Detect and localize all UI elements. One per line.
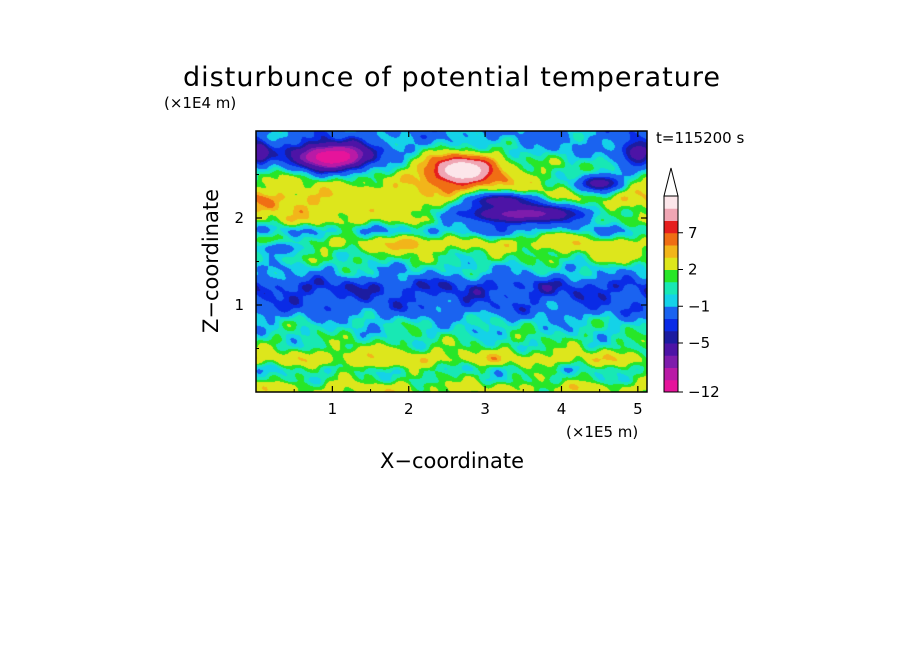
time-label: t=115200 s: [656, 129, 744, 147]
colorbar-swatch: [664, 245, 678, 258]
colorbar-swatch: [664, 343, 678, 356]
y-axis-label: Z−coordinate: [199, 189, 223, 333]
colorbar-swatch: [664, 330, 678, 344]
colorbar-swatch: [664, 232, 678, 246]
colorbar-swatch: [664, 269, 678, 283]
x-tick-label: 2: [404, 400, 414, 418]
x-axis-ticks: 1 2 3 4 5: [293, 131, 643, 418]
colorbar-label: −1: [688, 297, 710, 315]
colorbar-swatch: [664, 355, 678, 368]
colorbar-label: 7: [688, 224, 698, 242]
colorbar-swatch: [664, 379, 678, 393]
x-tick-label: 5: [633, 400, 643, 418]
colorbar-swatch: [664, 220, 678, 234]
colorbar-swatch: [664, 208, 678, 221]
y-tick-label: 2: [234, 209, 244, 227]
colorbar-swatch: [664, 294, 678, 307]
chart-title: disturbunce of potential temperature: [183, 62, 721, 93]
heatmap-image: [256, 131, 647, 392]
x-tick-label: 3: [480, 400, 490, 418]
colorbar: −12−5−127: [663, 167, 720, 401]
colorbar-swatch: [664, 318, 678, 332]
colorbar-swatch: [664, 257, 678, 270]
contour-plot-area: [255, 130, 648, 393]
y-unit-label: (×1E4 m): [164, 94, 236, 112]
colorbar-swatch: [664, 367, 678, 381]
colorbar-label: −12: [688, 383, 720, 401]
colorbar-swatch: [664, 306, 678, 319]
colorbar-label: −5: [688, 334, 710, 352]
x-unit-label: (×1E5 m): [566, 423, 638, 441]
colorbar-swatch: [664, 281, 678, 295]
y-axis-ticks: 12: [234, 174, 647, 349]
colorbar-label: 2: [688, 261, 698, 279]
y-tick-label: 1: [234, 296, 244, 314]
x-tick-label: 1: [328, 400, 338, 418]
x-axis-label: X−coordinate: [380, 449, 524, 473]
colorbar-swatch: [664, 196, 678, 209]
x-tick-label: 4: [557, 400, 567, 418]
colorbar-extend-arrow: [663, 167, 679, 197]
